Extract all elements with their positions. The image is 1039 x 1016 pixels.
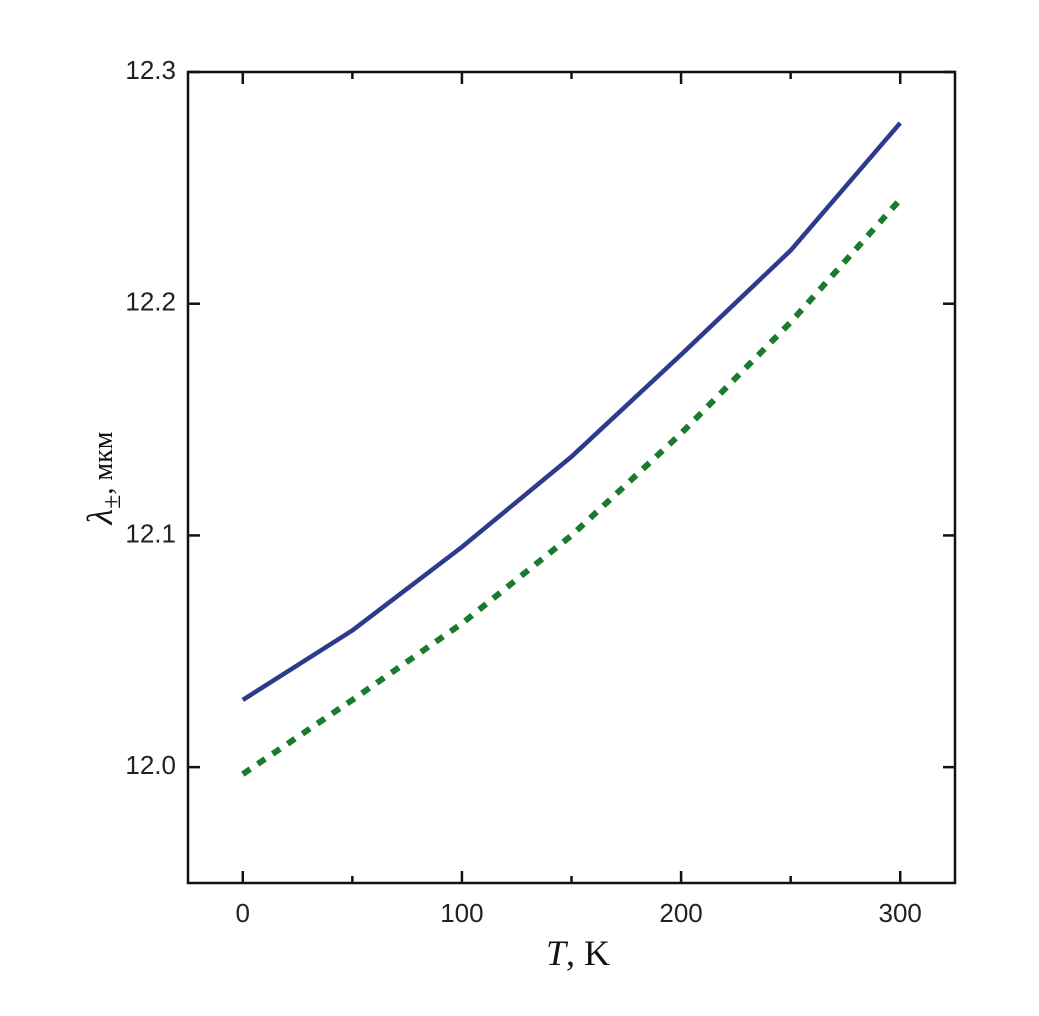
y-label-unit: , мкм — [88, 431, 119, 494]
data-line — [241, 121, 902, 702]
y-label-subscript: ± — [97, 495, 126, 509]
y-tick-label: 12.2 — [125, 287, 176, 317]
x-axis-label: T, K — [546, 933, 610, 973]
x-label-unit: , K — [566, 933, 610, 973]
x-tick-label: 100 — [440, 898, 483, 928]
y-tick-label: 12.0 — [125, 750, 176, 780]
x-tick-label: 200 — [659, 898, 702, 928]
y-label-symbol: λ — [80, 509, 120, 526]
data-line — [241, 197, 903, 777]
x-tick-label: 0 — [236, 898, 250, 928]
x-label-symbol: T — [546, 933, 569, 973]
x-tick-label: 300 — [879, 898, 922, 928]
y-tick-label: 12.1 — [125, 518, 176, 548]
y-tick-label: 12.3 — [125, 55, 176, 85]
y-axis-label: λ±, мкм — [80, 431, 126, 525]
